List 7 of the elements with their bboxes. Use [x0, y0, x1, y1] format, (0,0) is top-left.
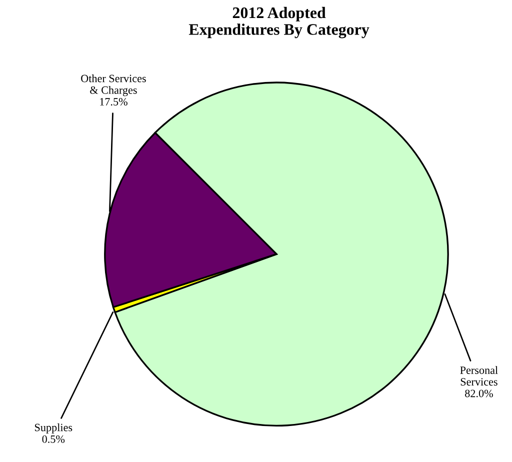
data-label: 82.0%: [465, 390, 493, 398]
slice-label: Personal Services: [460, 366, 498, 386]
data-label: 17.5%: [100, 98, 128, 106]
slice-label: Supplies: [35, 423, 72, 434]
slice-label: Other Services & Charges: [81, 74, 146, 96]
chart-title: 2012 Adopted Expenditures By Category: [188, 6, 370, 38]
data-label: 0.5%: [42, 435, 65, 443]
